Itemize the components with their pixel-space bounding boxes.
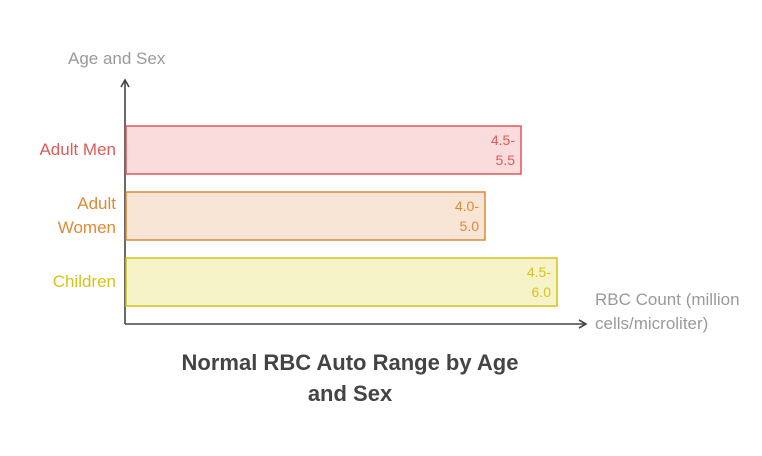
value-label-box: 4.5-5.5: [490, 132, 515, 168]
category-label: Adult Women: [57, 194, 116, 237]
title-box: Normal RBC Auto Range by Age and Sex: [181, 350, 519, 406]
category-label-box: Adult Men: [39, 140, 116, 159]
category-label-box: Adult Women: [57, 194, 116, 237]
value-label: 4.5-5.5: [490, 132, 515, 168]
category-label: Adult Men: [39, 140, 116, 159]
value-label-box: 4.0-5.0: [454, 198, 479, 234]
value-label-box: 4.5-6.0: [526, 264, 551, 300]
chart-title: Normal RBC Auto Range by Age and Sex: [181, 350, 519, 406]
y-axis-label: Age and Sex: [68, 49, 166, 68]
x-axis-label-box: RBC Count (million cells/microliter): [595, 290, 740, 333]
bar: [125, 257, 558, 307]
bar: [125, 125, 522, 175]
category-label: Children: [52, 272, 116, 291]
category-label-box: Children: [52, 272, 116, 291]
value-label: 4.0-5.0: [454, 198, 479, 234]
x-axis-label: RBC Count (million cells/microliter): [595, 290, 740, 333]
y-axis-label-box: Age and Sex: [68, 49, 166, 68]
plot-area: 4.5-5.5 Adult Men 4.0-5.0 Adult Women 4.5-6.…: [39, 125, 558, 307]
value-label: 4.5-6.0: [526, 264, 551, 300]
bar: [125, 191, 486, 241]
